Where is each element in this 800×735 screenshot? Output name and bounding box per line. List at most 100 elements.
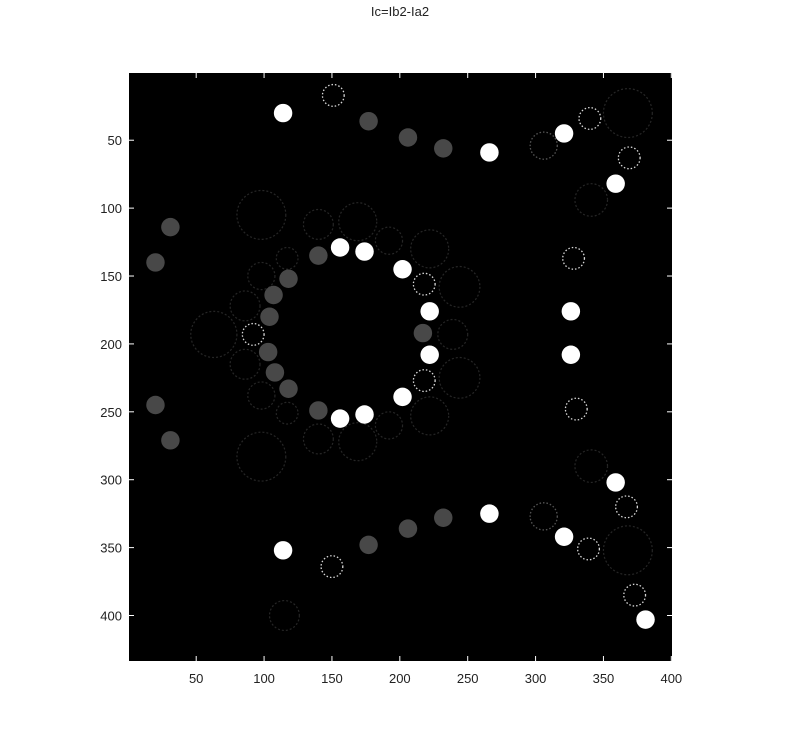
gray-blob-12 bbox=[279, 379, 298, 398]
gray-blob-0 bbox=[359, 111, 378, 131]
faint-ring-24 bbox=[268, 599, 300, 632]
white-blob-12 bbox=[355, 405, 374, 424]
gray-blob-10 bbox=[258, 342, 278, 362]
gray-blob-1 bbox=[398, 128, 418, 147]
dotted-ring-12 bbox=[529, 131, 558, 160]
white-blob-layer bbox=[273, 103, 655, 629]
gray-blob-17 bbox=[398, 519, 418, 538]
image-axes bbox=[129, 73, 672, 661]
gray-blob-7 bbox=[264, 285, 283, 305]
faint-ring-19 bbox=[374, 411, 404, 440]
white-blob-10 bbox=[561, 345, 581, 365]
x-tick-label-1: 100 bbox=[253, 671, 275, 686]
y-tick-label-1: 100 bbox=[100, 201, 122, 216]
dotted-ring-5 bbox=[241, 322, 265, 346]
faint-ring-14 bbox=[438, 356, 481, 399]
faint-ring-13 bbox=[229, 348, 261, 380]
faint-ring-5 bbox=[374, 226, 404, 255]
faint-ring-23 bbox=[602, 525, 653, 576]
white-blob-7 bbox=[420, 302, 439, 321]
faint-ring-10 bbox=[229, 290, 261, 322]
gray-blob-2 bbox=[434, 139, 453, 158]
faint-ring-12 bbox=[437, 318, 469, 350]
faint-ring-2 bbox=[236, 189, 287, 240]
gray-blob-layer bbox=[146, 111, 453, 555]
x-tick-label-2: 150 bbox=[321, 671, 343, 686]
faint-ring-21 bbox=[236, 431, 287, 482]
faint-ring-7 bbox=[275, 246, 299, 270]
white-blob-15 bbox=[606, 473, 625, 492]
white-blob-18 bbox=[636, 610, 655, 629]
faint-ring-15 bbox=[247, 381, 276, 410]
white-blob-9 bbox=[561, 302, 581, 321]
white-blob-17 bbox=[273, 541, 293, 560]
gray-blob-11 bbox=[265, 363, 285, 382]
white-blob-16 bbox=[554, 527, 574, 546]
faint-ring-18 bbox=[338, 422, 378, 462]
faint-ring-6 bbox=[410, 229, 450, 269]
faint-ring-9 bbox=[438, 265, 481, 308]
faint-ring-8 bbox=[247, 261, 276, 291]
gray-blob-5 bbox=[309, 246, 328, 265]
y-tick-label-5: 300 bbox=[100, 473, 122, 488]
dotted-ring-layer bbox=[241, 83, 647, 607]
white-blob-3 bbox=[606, 174, 625, 193]
x-tick-label-7: 400 bbox=[660, 671, 682, 686]
faint-ring-20 bbox=[410, 396, 450, 436]
y-tick-label-6: 350 bbox=[100, 541, 122, 556]
gray-blob-9 bbox=[413, 323, 433, 343]
dotted-ring-13 bbox=[529, 502, 558, 531]
gray-blob-3 bbox=[161, 217, 180, 237]
dotted-ring-3 bbox=[562, 246, 586, 270]
dotted-ring-0 bbox=[321, 83, 345, 107]
white-blob-8 bbox=[420, 345, 439, 365]
faint-ring-16 bbox=[275, 401, 299, 425]
dotted-ring-7 bbox=[564, 397, 588, 421]
white-blob-4 bbox=[330, 238, 350, 257]
faint-ring-4 bbox=[338, 202, 378, 242]
gray-blob-13 bbox=[309, 401, 328, 420]
dotted-ring-8 bbox=[615, 495, 639, 519]
white-blob-1 bbox=[480, 143, 499, 162]
gray-blob-18 bbox=[359, 535, 378, 555]
x-tick-label-0: 50 bbox=[189, 671, 203, 686]
dotted-ring-1 bbox=[578, 106, 602, 131]
dotted-ring-2 bbox=[617, 146, 641, 170]
y-tick-labels: 50 100 150 200 250 300 350 400 bbox=[100, 133, 122, 623]
y-tick-label-7: 400 bbox=[100, 609, 122, 624]
white-blob-14 bbox=[480, 504, 499, 523]
gray-blob-14 bbox=[146, 395, 165, 415]
x-tick-label-5: 300 bbox=[525, 671, 547, 686]
faint-ring-3 bbox=[302, 208, 334, 240]
tick-layer bbox=[129, 73, 672, 661]
figure-title: Ic=Ib2-Ia2 bbox=[370, 4, 430, 19]
faint-ring-layer bbox=[190, 88, 653, 632]
white-blob-0 bbox=[273, 103, 293, 123]
dotted-ring-4 bbox=[412, 272, 436, 296]
y-tick-label-0: 50 bbox=[108, 133, 122, 148]
x-tick-label-4: 250 bbox=[457, 671, 479, 686]
gray-blob-6 bbox=[279, 269, 298, 288]
faint-ring-0 bbox=[602, 88, 653, 139]
x-tick-label-3: 200 bbox=[389, 671, 411, 686]
x-tick-label-6: 350 bbox=[593, 671, 615, 686]
dotted-ring-11 bbox=[623, 583, 647, 607]
faint-ring-22 bbox=[574, 449, 609, 484]
faint-ring-1 bbox=[574, 183, 609, 217]
faint-ring-17 bbox=[302, 423, 334, 455]
white-blob-6 bbox=[393, 259, 412, 279]
white-blob-2 bbox=[554, 124, 574, 143]
white-blob-13 bbox=[330, 409, 350, 428]
dotted-ring-6 bbox=[412, 369, 436, 393]
y-tick-label-3: 200 bbox=[100, 337, 122, 352]
gray-blob-16 bbox=[434, 508, 453, 527]
gray-blob-8 bbox=[260, 307, 279, 326]
x-tick-labels: 50 100 150 200 250 300 350 400 bbox=[189, 671, 682, 686]
y-tick-label-4: 250 bbox=[100, 405, 122, 420]
faint-ring-11 bbox=[190, 310, 238, 359]
gray-blob-15 bbox=[161, 431, 180, 450]
y-tick-label-2: 150 bbox=[100, 269, 122, 284]
dotted-ring-9 bbox=[577, 537, 601, 561]
white-blob-5 bbox=[355, 242, 374, 261]
